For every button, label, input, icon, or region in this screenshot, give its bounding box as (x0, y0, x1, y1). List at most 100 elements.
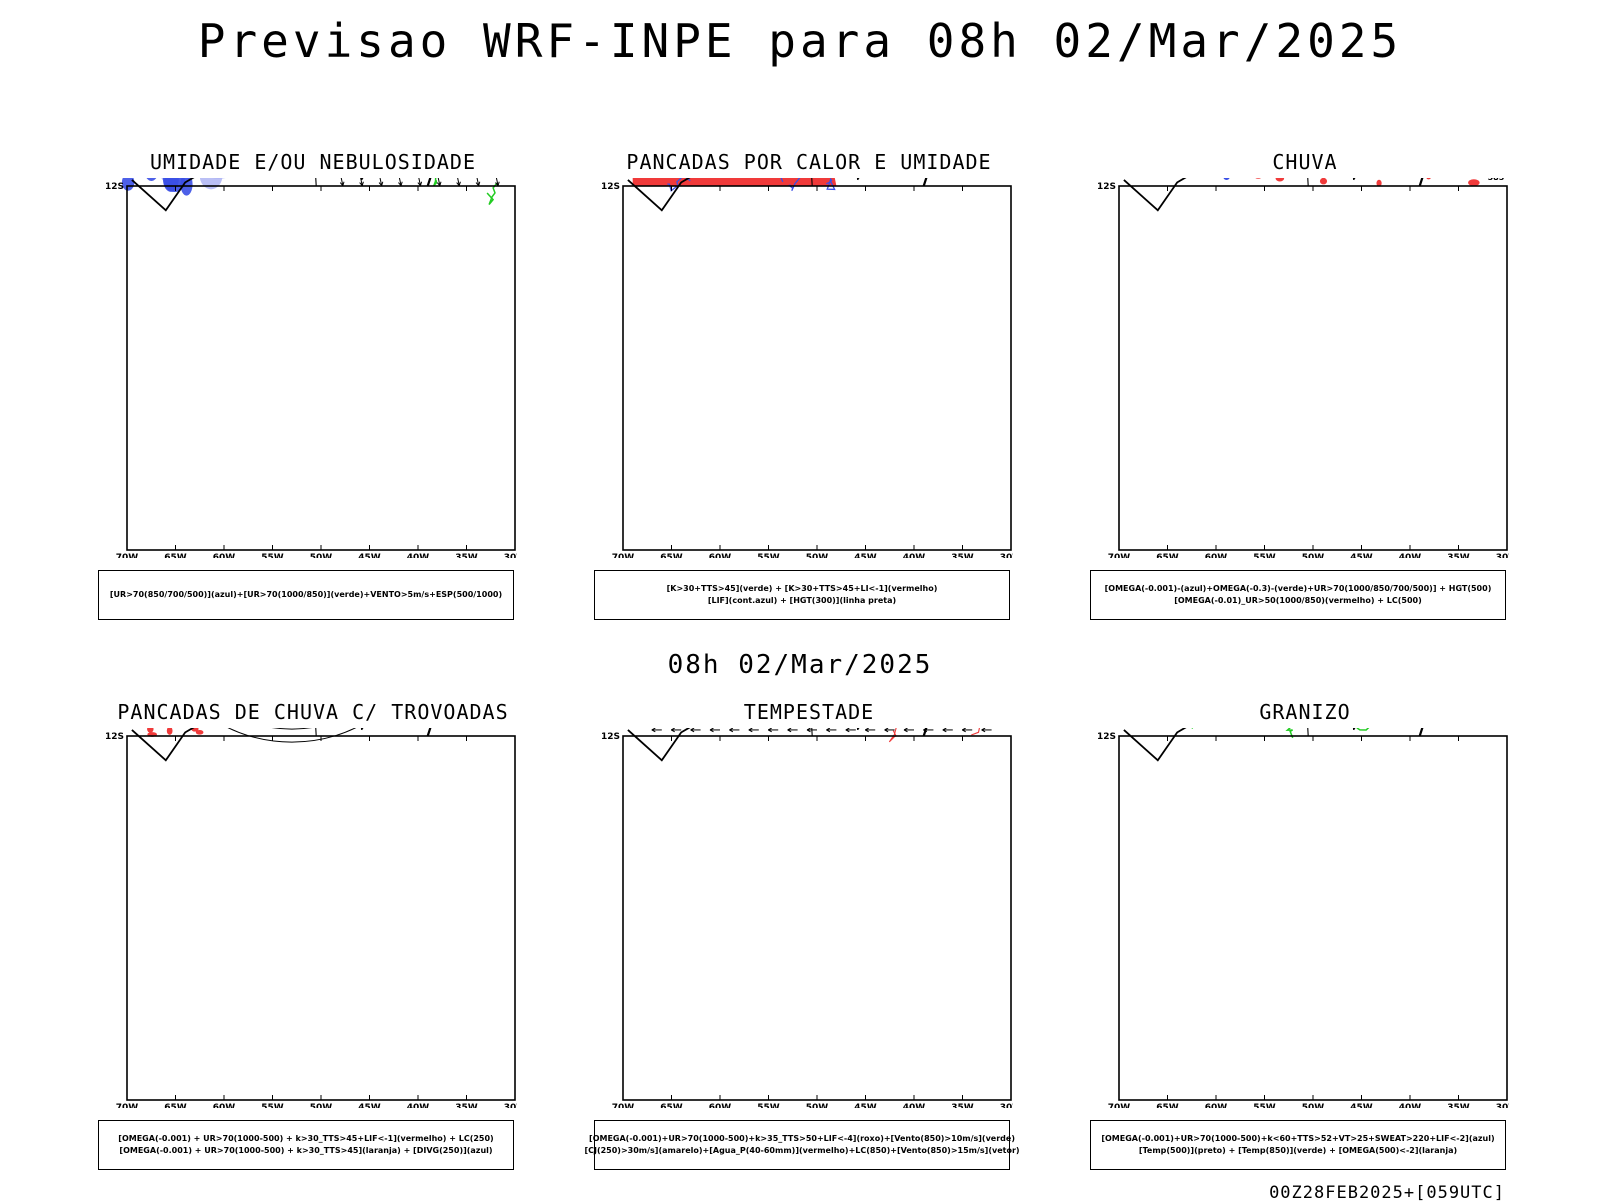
lon-tick-label: 65W (660, 553, 683, 558)
lon-tick-label: 30W (504, 553, 517, 558)
lon-tick-label: 35W (455, 1103, 478, 1108)
panel-trovoadas: PANCADAS DE CHUVA C/ TROVOADAS 12S15S18S… (62, 700, 542, 1170)
lon-tick-label: 45W (854, 553, 877, 558)
map-granizo: -15-15-151212161216-1212S15S18S21S24S27S… (1097, 728, 1509, 1108)
lon-tick-label: 60W (709, 553, 732, 558)
lon-tick-label: 70W (1108, 1103, 1131, 1108)
lon-tick-label: 35W (951, 1103, 974, 1108)
legend-line: [OMEGA(-0.001)-(azul)+OMEGA(-0.3)-(verde… (1104, 584, 1492, 593)
lon-tick-label: 40W (1399, 1103, 1422, 1108)
lon-tick-label: 65W (164, 553, 187, 558)
lon-tick-label: 40W (903, 1103, 926, 1108)
map-axes: 12S15S18S21S24S27S30S33S36S39S42S70W65W6… (601, 732, 1013, 1108)
map-trovoadas: 12S15S18S21S24S27S30S33S36S39S42S70W65W6… (105, 728, 517, 1108)
panel-legend: [OMEGA(-0.001)-(azul)+OMEGA(-0.3)-(verde… (1090, 570, 1506, 620)
lat-tick-label: 12S (105, 182, 124, 192)
panel-title: CHUVA (1272, 150, 1338, 174)
lon-tick-label: 35W (1447, 1103, 1470, 1108)
lat-tick-label: 12S (1097, 732, 1116, 742)
lon-tick-label: 55W (261, 1103, 284, 1108)
lat-tick-label: 12S (601, 182, 620, 192)
lon-tick-label: 30W (1000, 553, 1013, 558)
map-geography (1123, 178, 1424, 212)
panel-title: PANCADAS POR CALOR E UMIDADE (626, 150, 992, 174)
lon-tick-label: 55W (261, 553, 284, 558)
map-axes: 12S15S18S21S24S27S30S33S36S39S42S70W65W6… (105, 182, 517, 558)
panel-tempestade: TEMPESTADE 12S15S18S21S24S27S30S33S36S39… (558, 700, 1038, 1170)
lon-tick-label: 60W (1205, 1103, 1228, 1108)
lon-tick-label: 45W (358, 1103, 381, 1108)
lon-tick-label: 70W (1108, 553, 1131, 558)
lon-tick-label: 70W (612, 1103, 635, 1108)
lon-tick-label: 45W (1350, 1103, 1373, 1108)
map-geography (627, 178, 928, 212)
lon-tick-label: 70W (116, 553, 139, 558)
lon-tick-label: 55W (757, 553, 780, 558)
lon-tick-label: 35W (951, 553, 974, 558)
lon-tick-label: 30W (1496, 1103, 1509, 1108)
lon-tick-label: 35W (1447, 553, 1470, 558)
lon-tick-label: 65W (164, 1103, 187, 1108)
lon-tick-label: 40W (1399, 553, 1422, 558)
legend-line: [Temp(500)](preto) + [Temp(850)](verde) … (1138, 1146, 1458, 1155)
panel-title: GRANIZO (1259, 700, 1351, 724)
map-geography (131, 178, 432, 212)
lon-tick-label: 40W (407, 553, 430, 558)
panel-legend: [UR>70(850/700/500)](azul)+[UR>70(1000/8… (98, 570, 514, 620)
legend-line: [OMEGA(-0.001)+UR>70(1000-500)+k<60+TTS>… (1101, 1134, 1495, 1143)
page-title: Previsao WRF-INPE para 08h 02/Mar/2025 (197, 14, 1403, 68)
lon-tick-label: 70W (612, 553, 635, 558)
map-axes: 12S15S18S21S24S27S30S33S36S39S42S70W65W6… (1097, 182, 1509, 558)
lon-tick-label: 60W (213, 553, 236, 558)
panel-legend: [OMEGA(-0.001)+UR>70(1000-500)+k<60+TTS>… (1090, 1120, 1506, 1170)
lon-tick-label: 40W (903, 553, 926, 558)
panel-title: PANCADAS DE CHUVA C/ TROVOADAS (117, 700, 509, 724)
legend-line: [K>30+TTS>45](verde) + [K>30+TTS>45+LI<-… (666, 584, 938, 593)
panel-chuva: CHUVA 58558558258258558557957657357612S1… (1054, 150, 1534, 620)
lon-tick-label: 50W (310, 553, 333, 558)
lon-tick-label: 45W (358, 553, 381, 558)
map-axes: 12S15S18S21S24S27S30S33S36S39S42S70W65W6… (601, 182, 1013, 558)
lon-tick-label: 30W (504, 1103, 517, 1108)
panel-legend: [K>30+TTS>45](verde) + [K>30+TTS>45+LI<-… (594, 570, 1010, 620)
legend-line: [OMEGA(-0.001) + UR>70(1000-500) + k>30_… (119, 1146, 493, 1155)
wind-vectors (651, 728, 992, 733)
lon-tick-label: 60W (1205, 553, 1228, 558)
map-geography (627, 728, 928, 762)
lat-tick-label: 12S (601, 732, 620, 742)
map-pancadas-calor: 9600952096009600968096809440952096009600… (601, 178, 1013, 558)
map-axes: 12S15S18S21S24S27S30S33S36S39S42S70W65W6… (105, 732, 517, 1108)
lon-tick-label: 55W (1253, 553, 1276, 558)
panel-legend: [OMEGA(-0.001) + UR>70(1000-500) + k>30_… (98, 1120, 514, 1170)
contour-label: 585 (1488, 178, 1505, 182)
height-contours: 585585582582585585579576573576 (1488, 178, 1505, 182)
legend-line: [CJ(250)>30m/s](amarelo)+[Agua_P(40-60mm… (584, 1146, 1020, 1155)
lon-tick-label: 70W (116, 1103, 139, 1108)
lon-tick-label: 50W (1302, 553, 1325, 558)
lon-tick-label: 30W (1496, 553, 1509, 558)
legend-line: [LIF](cont.azul) + [HGT(300)](linha pret… (707, 596, 897, 605)
lon-tick-label: 55W (757, 1103, 780, 1108)
lat-tick-label: 12S (1097, 182, 1116, 192)
map-geography (1123, 728, 1424, 762)
lon-tick-label: 40W (407, 1103, 430, 1108)
lon-tick-label: 65W (660, 1103, 683, 1108)
lon-tick-label: 50W (806, 553, 829, 558)
lat-tick-label: 12S (105, 732, 124, 742)
lon-tick-label: 45W (854, 1103, 877, 1108)
map-geography (131, 728, 432, 762)
lon-tick-label: 45W (1350, 553, 1373, 558)
map-tempestade: 12S15S18S21S24S27S30S33S36S39S42S70W65W6… (601, 728, 1013, 1108)
lon-tick-label: 30W (1000, 1103, 1013, 1108)
lon-tick-label: 50W (806, 1103, 829, 1108)
run-info-label: 00Z28FEB2025+[059UTC] (1269, 1183, 1505, 1203)
forecast-date-label: 08h 02/Mar/2025 (667, 650, 933, 680)
lon-tick-label: 65W (1156, 553, 1179, 558)
map-chuva: 58558558258258558557957657357612S15S18S2… (1097, 178, 1509, 558)
legend-line: [OMEGA(-0.001) + UR>70(1000-500) + k>30_… (118, 1134, 494, 1143)
legend-line: [OMEGA(-0.001)+UR>70(1000-500)+k>35_TTS>… (589, 1134, 1015, 1143)
panel-granizo: GRANIZO -15-15-151212161216-1212S15S18S2… (1054, 700, 1534, 1170)
panel-legend: [OMEGA(-0.001)+UR>70(1000-500)+k>35_TTS>… (584, 1120, 1020, 1170)
lon-tick-label: 50W (1302, 1103, 1325, 1108)
legend-line: [OMEGA(-0.01)_UR>50(1000/850)(vermelho) … (1174, 596, 1422, 605)
